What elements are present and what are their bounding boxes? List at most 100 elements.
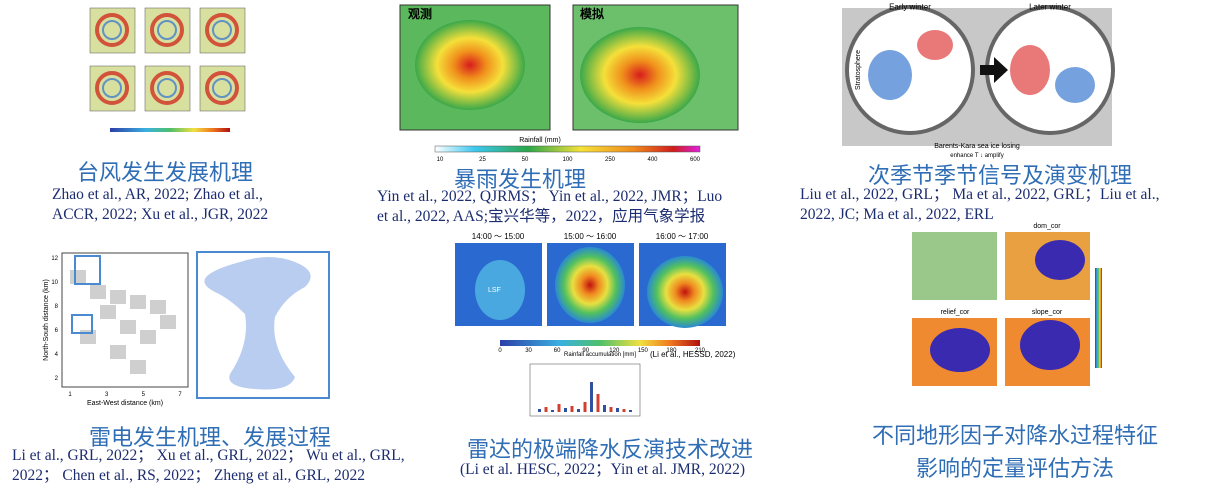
flash-cell	[110, 290, 126, 304]
reference: Yin et al., 2022, QJRMS； Yin et al., 202…	[377, 188, 723, 205]
tick-label: 100	[562, 157, 573, 163]
tick-label: 3	[105, 392, 109, 398]
tick-label: 60	[554, 348, 561, 354]
ring	[150, 71, 184, 105]
reference: (Li et al. HESC, 2022；Yin et al. JMR, 20…	[460, 461, 746, 478]
axis-label: North-South distance (km)	[43, 279, 50, 361]
tick-label: 6	[55, 328, 59, 334]
ring	[150, 13, 184, 47]
tick-label: 120	[609, 348, 620, 354]
bar	[538, 409, 541, 412]
bar	[596, 394, 600, 412]
bar	[629, 410, 632, 412]
colorbar-label: Rainfall accumulation [mm]	[564, 352, 636, 358]
bar	[570, 406, 574, 412]
panel-title: 台风发生发展机理	[76, 161, 254, 186]
tick-label: 10	[51, 280, 58, 286]
bar	[622, 409, 626, 412]
flash-cell	[120, 320, 136, 334]
terrain-figure: dom_cor relief_cor slope_cor	[912, 223, 1102, 386]
panel-title: 不同地形因子对降水过程特征	[871, 424, 1159, 449]
tick-label: 400	[647, 157, 658, 163]
map-label: relief_cor	[941, 309, 970, 316]
tick-label: 4	[55, 352, 59, 358]
flash-cell	[130, 295, 146, 309]
tick-label: 8	[55, 304, 59, 310]
panel-title: Later winter	[1029, 3, 1071, 12]
polar-figure: Early winter Later winter Stratosphere B…	[842, 3, 1115, 159]
map-label: dom_cor	[1033, 223, 1061, 230]
tick-label: 30	[525, 348, 532, 354]
ring	[95, 13, 129, 47]
bar	[603, 405, 606, 412]
panel-title: 雷达的极端降水反演技术改进	[466, 438, 754, 463]
reference: 2022, JC; Ma et al., 2022, ERL	[800, 206, 994, 223]
tick-label: 180	[666, 348, 677, 354]
typhoon-figure	[89, 7, 246, 132]
colorbar-label: Rainfall (mm)	[519, 137, 561, 144]
caption: enhance T ↓ amplify	[950, 153, 1003, 159]
ring	[157, 20, 177, 40]
bar	[544, 407, 548, 412]
tick-label: 600	[690, 157, 701, 163]
flash-cell	[150, 300, 166, 314]
reference: 2022； Chen et al., RS, 2022； Zheng et al…	[12, 467, 366, 484]
tick-label: 50	[522, 157, 529, 163]
panel-title: 影响的定量评估方法	[915, 457, 1115, 482]
map-label: 观测	[408, 6, 432, 21]
ring	[205, 71, 239, 105]
tick-label: 90	[582, 348, 589, 354]
ring	[157, 78, 177, 98]
colorbar	[110, 128, 230, 132]
ring	[102, 20, 122, 40]
radar-figure: LSF 14:00 ～ 15:00 15:00 ～ 16:00 16:00 ～ 17…	[455, 232, 736, 417]
bar	[609, 407, 613, 412]
reference: Liu et al., 2022, GRL； Ma et al., 2022, …	[800, 186, 1160, 203]
ring	[102, 78, 122, 98]
tick-label: 5	[142, 392, 146, 398]
flash-cell	[100, 305, 116, 319]
ring	[212, 20, 232, 40]
tick-label: 12	[51, 256, 58, 262]
flash-cell	[90, 285, 106, 299]
panel-title: 雷电发生机理、发展过程	[88, 426, 332, 451]
bar	[590, 382, 593, 412]
tick-label: 0	[498, 348, 502, 354]
bar	[616, 408, 619, 412]
flash-cell	[130, 360, 146, 374]
tick-label: 2	[55, 376, 59, 382]
bar	[557, 404, 561, 412]
time-label: 16:00 ～ 17:00	[656, 232, 709, 241]
rainstorm-figure: 观测 模拟 Rainfall (mm) 10 25 50 100 250 400 600	[399, 4, 739, 163]
reference: et al., 2022, AAS;宝兴华等，2022，应用气象学报	[377, 208, 706, 225]
bar	[551, 410, 554, 412]
time-label: 15:00 ～ 16:00	[564, 232, 617, 241]
bar	[583, 402, 587, 412]
flash-cell	[140, 330, 156, 344]
map-label: 模拟	[580, 6, 604, 21]
flash-cell	[110, 345, 126, 359]
panel-title: 次季节季节信号及演变机理	[867, 164, 1133, 189]
caption: Barents-Kara sea ice losing	[934, 143, 1020, 150]
time-label: 14:00 ～ 15:00	[472, 232, 525, 241]
tick-label: 7	[178, 392, 182, 398]
side-label: Stratosphere	[855, 50, 862, 90]
tick-label: 10	[437, 157, 444, 163]
ring	[95, 71, 129, 105]
bar	[564, 408, 567, 412]
tick-label: 150	[638, 348, 649, 354]
ring	[205, 13, 239, 47]
ring	[212, 78, 232, 98]
reference: Zhao et al., AR, 2022; Zhao et al.,	[52, 186, 263, 203]
reference: ACCR, 2022; Xu et al., JGR, 2022	[52, 206, 269, 223]
panel-title: 暴雨发生机理	[453, 168, 587, 193]
lightning-figure: North-South distance (km) East-West dist…	[43, 251, 330, 407]
panel-title: Early winter	[889, 3, 931, 12]
map-label: LSF	[488, 287, 501, 294]
map-label: slope_cor	[1032, 309, 1063, 316]
tick-label: 25	[479, 157, 486, 163]
reference: Li et al., GRL, 2022； Xu et al., GRL, 20…	[12, 447, 405, 464]
tick-label: 250	[605, 157, 616, 163]
source: (Li et al., HESSD, 2022)	[650, 350, 736, 359]
